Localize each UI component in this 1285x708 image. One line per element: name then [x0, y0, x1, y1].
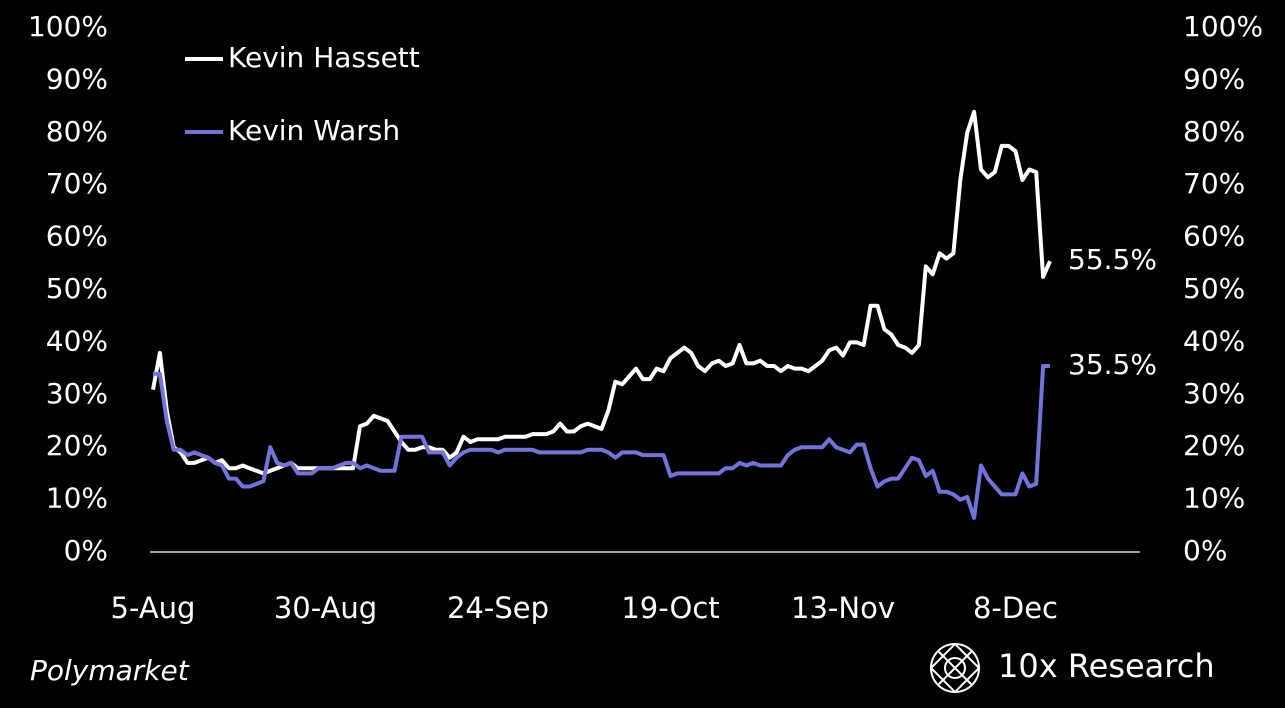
source-label: Polymarket: [30, 654, 190, 687]
x-tick-label: 8-Dec: [973, 591, 1058, 625]
y2-tick-label: 30%: [1183, 377, 1245, 410]
y-tick-label: 70%: [46, 167, 108, 200]
y-tick-label: 80%: [46, 115, 108, 148]
y2-tick-label: 60%: [1183, 220, 1245, 253]
y-tick-label: 50%: [46, 272, 108, 305]
x-tick-label: 24-Sep: [447, 591, 549, 625]
y2-tick-label: 40%: [1183, 324, 1245, 357]
x-tick-label: 5-Aug: [111, 591, 196, 625]
y-tick-label: 90%: [46, 62, 108, 95]
y2-tick-label: 50%: [1183, 272, 1245, 305]
y-tick-label: 10%: [46, 482, 108, 515]
x-tick-label: 13-Nov: [791, 591, 895, 625]
y2-tick-label: 100%: [1183, 10, 1263, 43]
legend-label: Kevin Warsh: [228, 114, 400, 147]
y-tick-label: 40%: [46, 324, 108, 357]
series-line: [151, 109, 1052, 476]
y-tick-label: 100%: [28, 10, 108, 43]
y-tick-label: 20%: [46, 429, 108, 462]
y2-tick-label: 70%: [1183, 167, 1245, 200]
brand-logo: [929, 642, 981, 694]
brand-name: 10x Research: [998, 647, 1215, 685]
legend-label: Kevin Hassett: [228, 41, 420, 74]
y2-tick-label: 80%: [1183, 115, 1245, 148]
series-line: [153, 364, 1050, 520]
y-tick-label: 30%: [46, 377, 108, 410]
y-tick-label: 60%: [46, 220, 108, 253]
end-value-label: 35.5%: [1068, 348, 1157, 381]
y-tick-label: 0%: [64, 534, 108, 567]
end-value-label: 55.5%: [1068, 243, 1157, 276]
y2-tick-label: 10%: [1183, 482, 1245, 515]
x-tick-label: 19-Oct: [621, 591, 719, 625]
y2-tick-label: 20%: [1183, 429, 1245, 462]
y2-tick-label: 90%: [1183, 62, 1245, 95]
y2-tick-label: 0%: [1183, 534, 1227, 567]
x-tick-label: 30-Aug: [274, 591, 377, 625]
